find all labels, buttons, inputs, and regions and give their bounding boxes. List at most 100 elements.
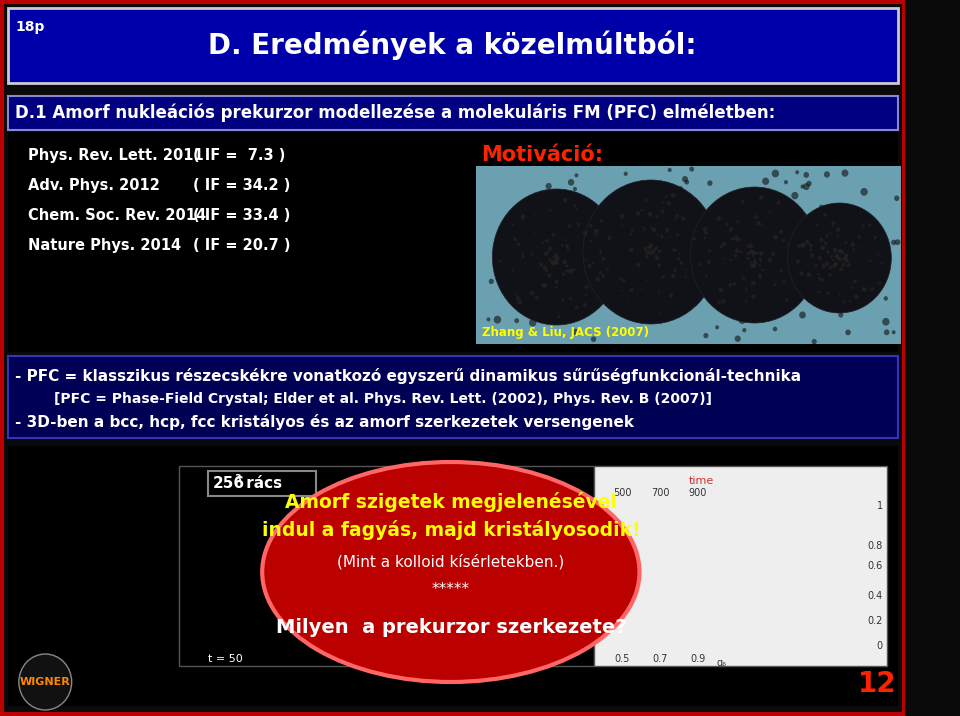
Circle shape [822,266,826,269]
Circle shape [784,180,788,184]
Circle shape [646,279,648,281]
Circle shape [787,243,789,246]
Circle shape [599,271,602,274]
Circle shape [676,214,679,218]
Circle shape [874,236,876,239]
Circle shape [556,260,559,263]
Circle shape [583,231,587,235]
Circle shape [768,223,775,231]
Circle shape [535,251,541,258]
Circle shape [723,258,725,260]
Circle shape [836,234,839,237]
Circle shape [849,273,853,278]
Circle shape [777,200,780,205]
Circle shape [548,250,550,253]
Circle shape [892,330,896,334]
Circle shape [845,329,851,335]
Circle shape [548,258,552,261]
Circle shape [758,274,760,276]
Circle shape [824,213,828,217]
Circle shape [734,236,738,241]
Circle shape [671,274,675,279]
Circle shape [778,216,783,223]
Text: 0.5: 0.5 [614,654,630,664]
Circle shape [800,271,804,276]
Circle shape [799,238,804,243]
Circle shape [840,288,847,295]
Circle shape [652,276,658,282]
Text: Zhang & Liu, JACS (2007): Zhang & Liu, JACS (2007) [482,326,649,339]
Circle shape [671,193,676,198]
Circle shape [753,263,756,268]
Circle shape [801,185,804,189]
Circle shape [730,258,732,261]
Circle shape [847,253,849,256]
Circle shape [595,229,599,233]
Text: Phys. Rev. Lett. 2011: Phys. Rev. Lett. 2011 [28,148,204,163]
Circle shape [601,274,605,278]
Circle shape [787,203,891,313]
Circle shape [658,207,664,215]
Circle shape [577,223,581,226]
Circle shape [826,234,828,237]
Circle shape [745,289,748,291]
Circle shape [698,263,701,266]
Circle shape [689,167,694,172]
Circle shape [795,287,800,291]
Circle shape [555,286,558,289]
Circle shape [828,266,832,269]
Circle shape [645,254,649,258]
Circle shape [625,216,630,221]
Circle shape [742,328,747,332]
Circle shape [607,268,609,271]
Circle shape [597,285,605,293]
Bar [8,446,898,706]
Circle shape [720,245,724,249]
Circle shape [829,231,832,234]
Circle shape [641,226,643,228]
Circle shape [796,259,800,263]
Circle shape [521,214,525,218]
Circle shape [554,257,558,261]
Circle shape [825,261,829,266]
Circle shape [632,210,638,217]
Circle shape [754,258,756,261]
Circle shape [838,258,842,261]
Text: t = 50: t = 50 [207,654,242,664]
Circle shape [749,243,753,248]
Circle shape [585,275,590,281]
Circle shape [514,238,516,241]
Circle shape [592,262,594,264]
Circle shape [531,254,534,256]
Circle shape [716,216,721,221]
Circle shape [658,250,661,253]
Circle shape [849,300,852,302]
Circle shape [841,289,848,296]
Circle shape [565,269,568,272]
Circle shape [575,306,578,309]
Circle shape [576,208,578,210]
Circle shape [542,266,546,270]
Circle shape [663,197,669,203]
Circle shape [747,252,750,256]
Circle shape [862,287,864,289]
Circle shape [772,263,776,267]
Bar [594,466,887,666]
Circle shape [708,180,712,186]
Circle shape [822,263,825,266]
Circle shape [883,296,888,301]
Circle shape [649,243,653,248]
Circle shape [729,283,732,287]
Circle shape [732,193,740,201]
Circle shape [750,212,757,219]
Text: 3: 3 [234,474,241,484]
Circle shape [758,264,760,266]
Circle shape [781,238,785,242]
Circle shape [551,261,555,265]
Circle shape [564,239,567,241]
Text: 0.4: 0.4 [868,591,883,601]
Circle shape [622,279,626,283]
Circle shape [544,303,550,310]
Circle shape [768,258,773,262]
Circle shape [751,281,756,286]
